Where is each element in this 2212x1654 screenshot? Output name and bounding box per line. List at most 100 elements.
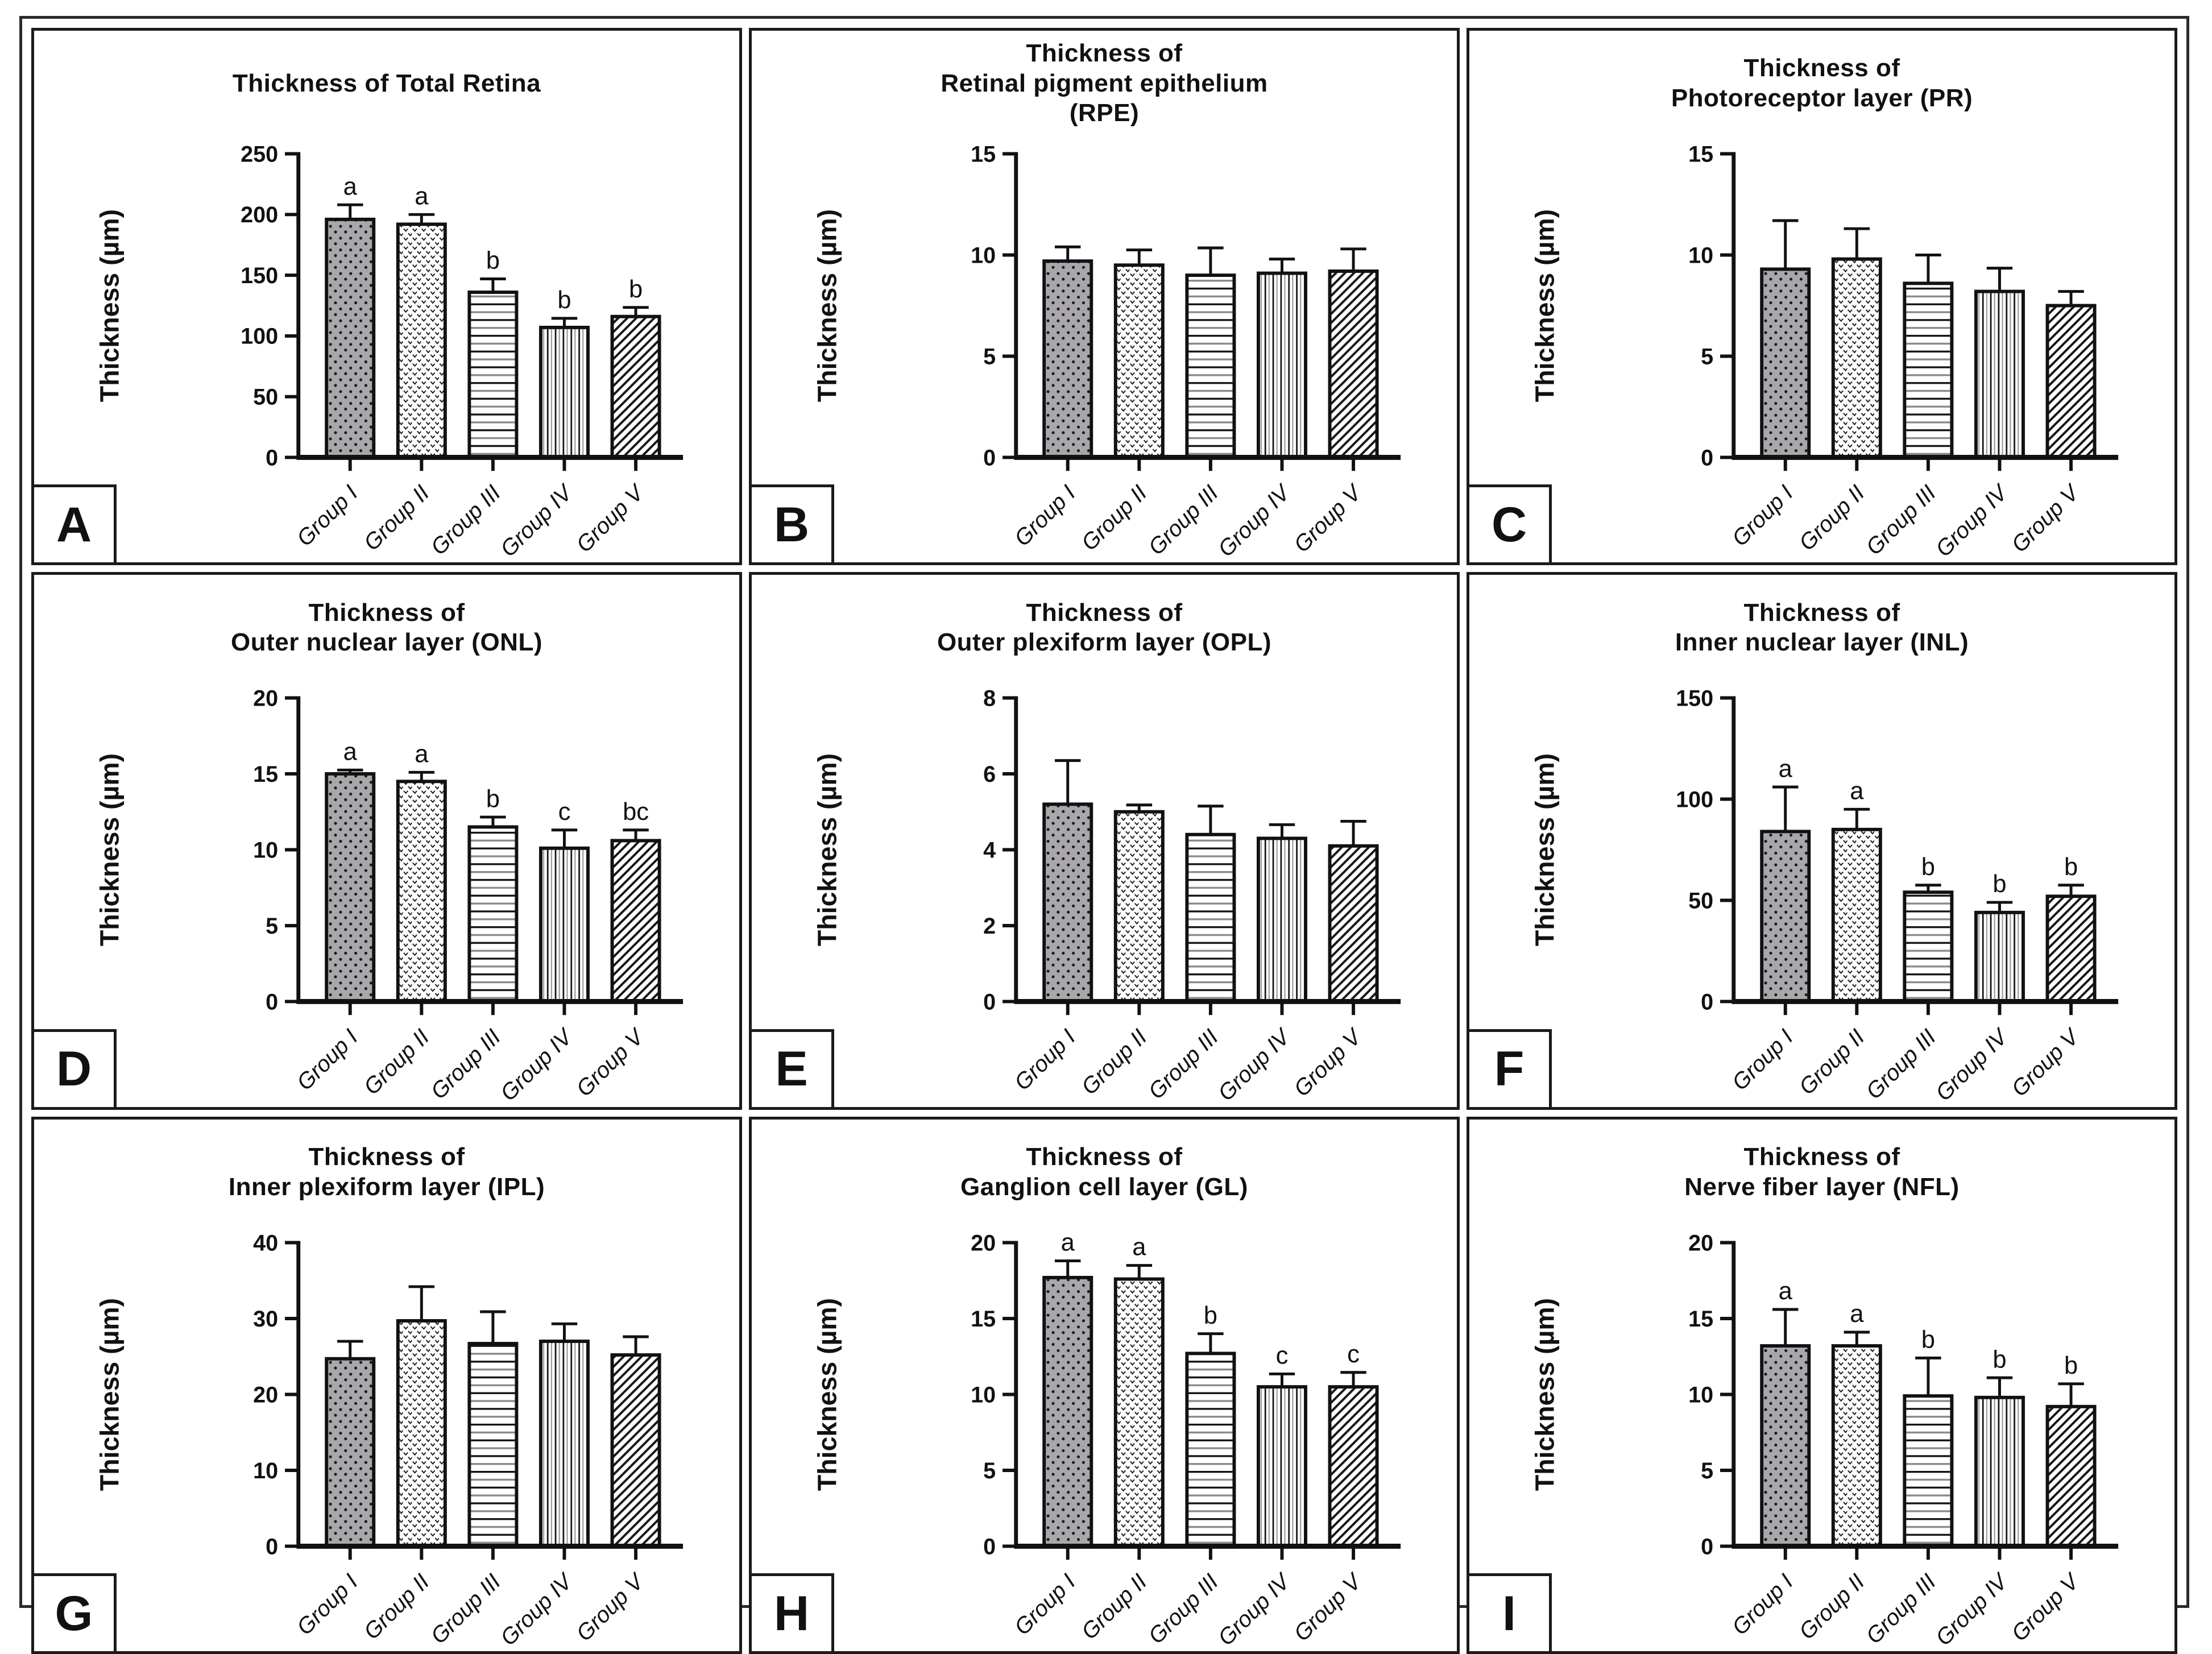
significance-letter: a (1132, 1233, 1146, 1261)
x-category-label: Group III (1861, 480, 1941, 560)
chart-title-line: Thickness of (1743, 54, 1900, 82)
panel-e: Thickness of Outer plexiform layer (OPL) 0… (749, 572, 1460, 1110)
panel-i: Thickness of Nerve fiber layer (NFL) 0 5 10 1… (1467, 1116, 2177, 1654)
bar-group-iv (1974, 289, 2025, 459)
panel-letter: C (1467, 484, 1552, 566)
x-category-label: Group I (292, 1569, 363, 1640)
bar-group-ii (396, 780, 447, 1004)
bar-group-ii (396, 1319, 447, 1548)
x-category-label: Group II (1076, 1025, 1151, 1100)
y-tick-label: 30 (253, 1307, 278, 1332)
bar-group-ii (396, 222, 447, 459)
bar-group-v (610, 1353, 661, 1548)
y-tick-label: 10 (1688, 1382, 1713, 1407)
chart-title-line: Thickness of (308, 1142, 465, 1171)
significance-letter: a (1850, 778, 1864, 805)
bar-group-iii (1185, 1352, 1236, 1548)
x-category-label: Group II (1794, 480, 1869, 556)
x-category-label: Group II (359, 1025, 434, 1100)
x-category-label: Group V (1289, 479, 1368, 557)
significance-letter: a (1061, 1229, 1075, 1256)
bar-group-i (1760, 267, 1811, 459)
x-category-label: Group IV (496, 1023, 579, 1106)
y-tick-label: 6 (983, 762, 996, 787)
bar-group-i (325, 217, 376, 459)
bar-group-i (1042, 802, 1093, 1004)
y-axis-title: Thickness (µm) (1530, 1298, 1559, 1491)
x-category-label: Group I (292, 480, 363, 551)
x-category-label: Group IV (496, 1568, 579, 1651)
significance-letter: a (415, 741, 429, 768)
chart-title-line: Thickness of (1026, 39, 1183, 67)
y-tick-label: 0 (266, 445, 278, 470)
bar-group-iv (1974, 1395, 2025, 1548)
bar-group-iii (467, 1341, 519, 1548)
y-tick-label: 10 (1688, 243, 1713, 268)
bar-group-iii (1903, 281, 1954, 459)
bar-group-iv (1256, 836, 1307, 1004)
x-category-label: Group V (2007, 1568, 2085, 1646)
y-tick-label: 0 (983, 990, 996, 1015)
bar-group-iii (1903, 890, 1954, 1004)
panel-letter: D (31, 1029, 117, 1110)
y-tick-label: 40 (253, 1230, 278, 1255)
x-category-label: Group III (1144, 1569, 1223, 1649)
chart-title: Thickness of Retinal pigment epithelium (R… (752, 31, 1457, 128)
y-tick-label: 20 (1688, 1230, 1713, 1255)
y-tick-label: 10 (253, 1458, 278, 1483)
y-tick-label: 5 (983, 1458, 996, 1483)
x-category-label: Group III (1144, 1025, 1223, 1104)
chart-title-line: Nerve fiber layer (NFL) (1684, 1172, 1960, 1201)
x-category-label: Group I (1010, 1025, 1080, 1095)
bar-group-v (1328, 269, 1379, 459)
y-tick-label: 15 (1688, 142, 1713, 167)
chart-d: 0 5 10 15 20 Thickness (µm) a Group I a Group II b… (94, 686, 684, 1106)
chart-area: 0 2 4 6 8 Thickness (µm) Group I Group II Group … (752, 673, 1457, 1106)
x-category-label: Group I (1728, 480, 1798, 551)
chart-title-line: Retinal pigment epithelium (941, 69, 1268, 97)
y-axis-title: Thickness (µm) (1530, 209, 1559, 402)
bar-group-i (1760, 830, 1811, 1004)
chart-h: 0 5 10 15 20 Thickness (µm) a Group I a Group II b… (812, 1229, 1401, 1651)
chart-f: 0 50 100 150 Thickness (µm) a Group I a Group II… (1530, 686, 2119, 1106)
bar-group-i (1760, 1344, 1811, 1548)
x-category-label: Group IV (1931, 1023, 2014, 1106)
bar-group-v (2045, 894, 2097, 1004)
y-tick-label: 5 (1701, 344, 1713, 369)
chart-i: 0 5 10 15 20 Thickness (µm) a Group I a Group II b… (1530, 1230, 2119, 1651)
y-tick-label: 5 (983, 344, 996, 369)
chart-title-line: Outer plexiform layer (OPL) (937, 628, 1272, 657)
bar-group-iv (1256, 271, 1307, 459)
bar-group-iii (467, 825, 519, 1004)
bar-group-ii (1113, 263, 1165, 459)
panel-letter: I (1467, 1573, 1552, 1654)
y-tick-label: 10 (971, 243, 996, 268)
x-category-label: Group I (1010, 1569, 1080, 1640)
panel-letter: E (749, 1029, 834, 1110)
y-tick-label: 0 (1701, 990, 1713, 1015)
bar-group-iv (538, 1339, 590, 1548)
chart-area: 0 10 20 30 40 Thickness (µm) Group I Group II Gr… (34, 1217, 739, 1651)
y-tick-label: 50 (1688, 889, 1713, 914)
chart-area: 0 5 10 15 20 Thickness (µm) a Group I a Group II b… (1469, 1217, 2174, 1651)
bar-group-i (1042, 259, 1093, 459)
bar-group-iv (1974, 911, 2025, 1004)
bar-group-v (2045, 1404, 2097, 1548)
significance-letter: a (343, 739, 358, 766)
panel-h: Thickness of Ganglion cell layer (GL) 0 5 10… (749, 1116, 1460, 1654)
chart-area: 0 50 100 150 200 250 Thickness (µm) a Group I a Gr… (34, 128, 739, 562)
chart-title-line: Inner nuclear layer (INL) (1675, 628, 1969, 657)
y-tick-label: 0 (1701, 1534, 1713, 1559)
bar-group-v (1328, 844, 1379, 1004)
significance-letter: b (1921, 853, 1935, 881)
y-tick-label: 8 (983, 686, 996, 711)
bar-group-ii (1113, 1277, 1165, 1548)
y-tick-label: 50 (253, 385, 278, 410)
chart-title-line: (RPE) (1069, 99, 1140, 127)
panel-letter: A (31, 484, 117, 566)
x-category-label: Group I (1728, 1569, 1798, 1640)
bar-group-i (325, 1357, 376, 1548)
bar-group-iii (1185, 833, 1236, 1004)
y-tick-label: 0 (1701, 445, 1713, 470)
